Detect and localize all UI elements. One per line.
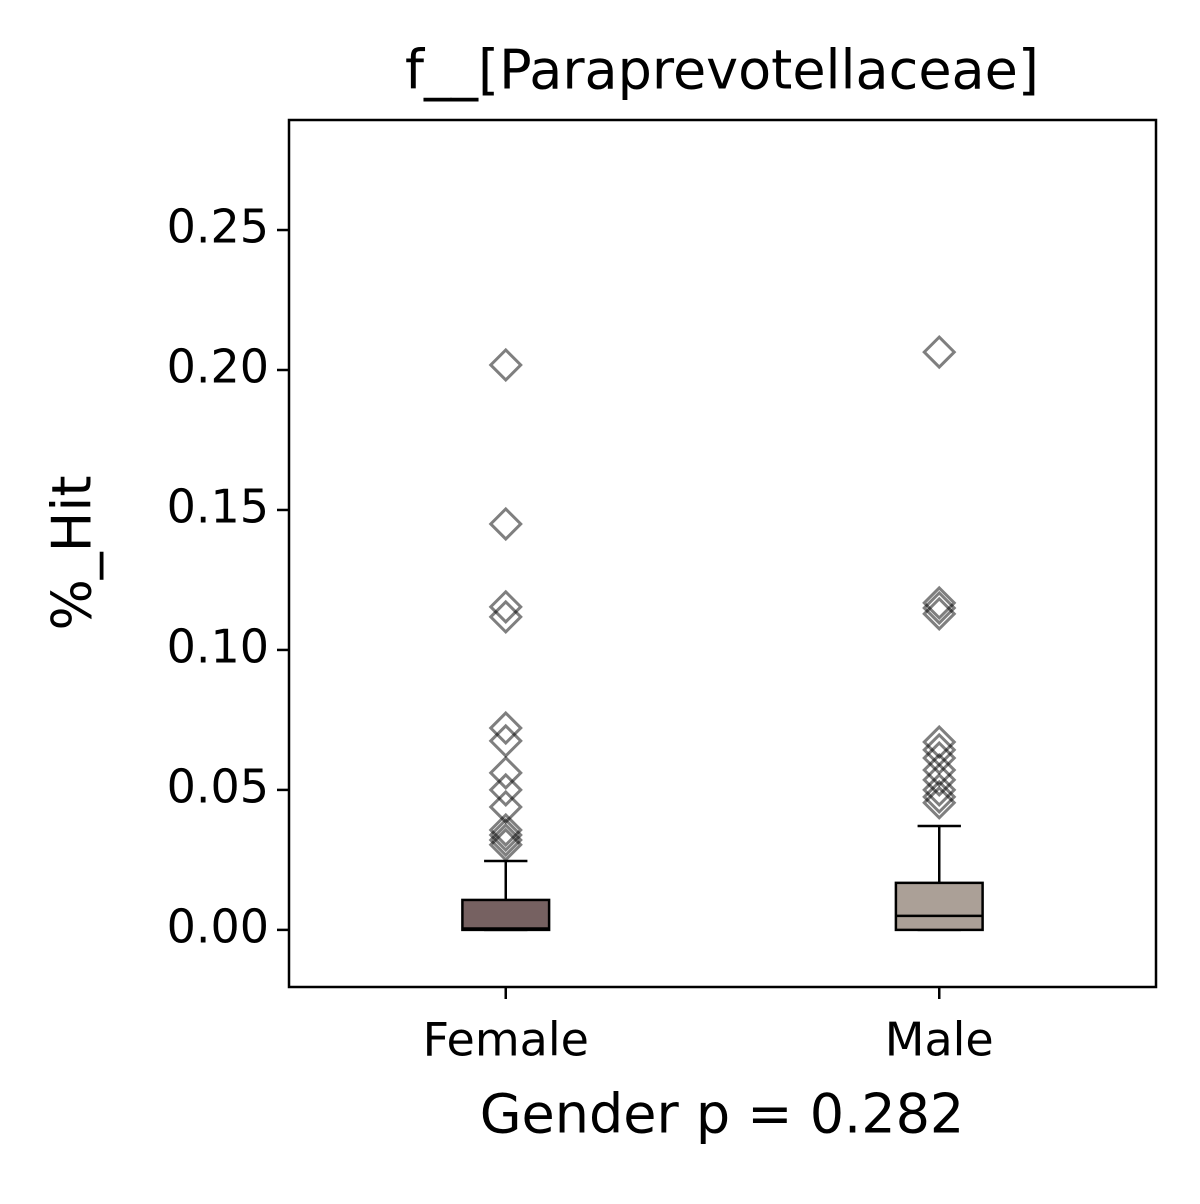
outlier xyxy=(488,755,523,790)
outlier xyxy=(488,817,523,853)
y-tick-label: 0.15 xyxy=(167,479,269,533)
plot-frame xyxy=(287,118,1158,989)
y-tick-label: 0.25 xyxy=(167,200,269,254)
y-axis-label: %_Hit xyxy=(41,475,104,630)
outlier xyxy=(922,772,957,808)
outlier xyxy=(488,710,523,746)
outlier xyxy=(488,599,523,635)
outlier xyxy=(488,822,523,858)
outlier xyxy=(922,779,957,815)
outlier xyxy=(922,334,957,370)
y-tick-label: 0.20 xyxy=(167,339,269,393)
box xyxy=(894,881,984,932)
x-tick-label: Male xyxy=(885,1013,994,1067)
outlier xyxy=(488,347,523,383)
outlier xyxy=(488,812,523,848)
outlier xyxy=(922,596,957,631)
outlier xyxy=(922,752,957,788)
outlier xyxy=(922,585,957,621)
x-tick-label: Female xyxy=(423,1013,589,1067)
outlier xyxy=(488,772,523,808)
outlier xyxy=(488,589,523,624)
outlier xyxy=(922,785,957,820)
outlier xyxy=(488,506,523,542)
y-tick-label: 0.00 xyxy=(167,899,269,953)
chart-title: f__[Paraprevotellaceae] xyxy=(405,39,1039,102)
y-tick-label: 0.05 xyxy=(167,759,269,813)
outlier xyxy=(922,590,957,626)
y-tick-label: 0.10 xyxy=(167,619,269,673)
outlier xyxy=(922,762,957,797)
outlier xyxy=(488,827,523,862)
box xyxy=(461,898,551,932)
x-axis-label: Gender p = 0.282 xyxy=(480,1083,965,1146)
